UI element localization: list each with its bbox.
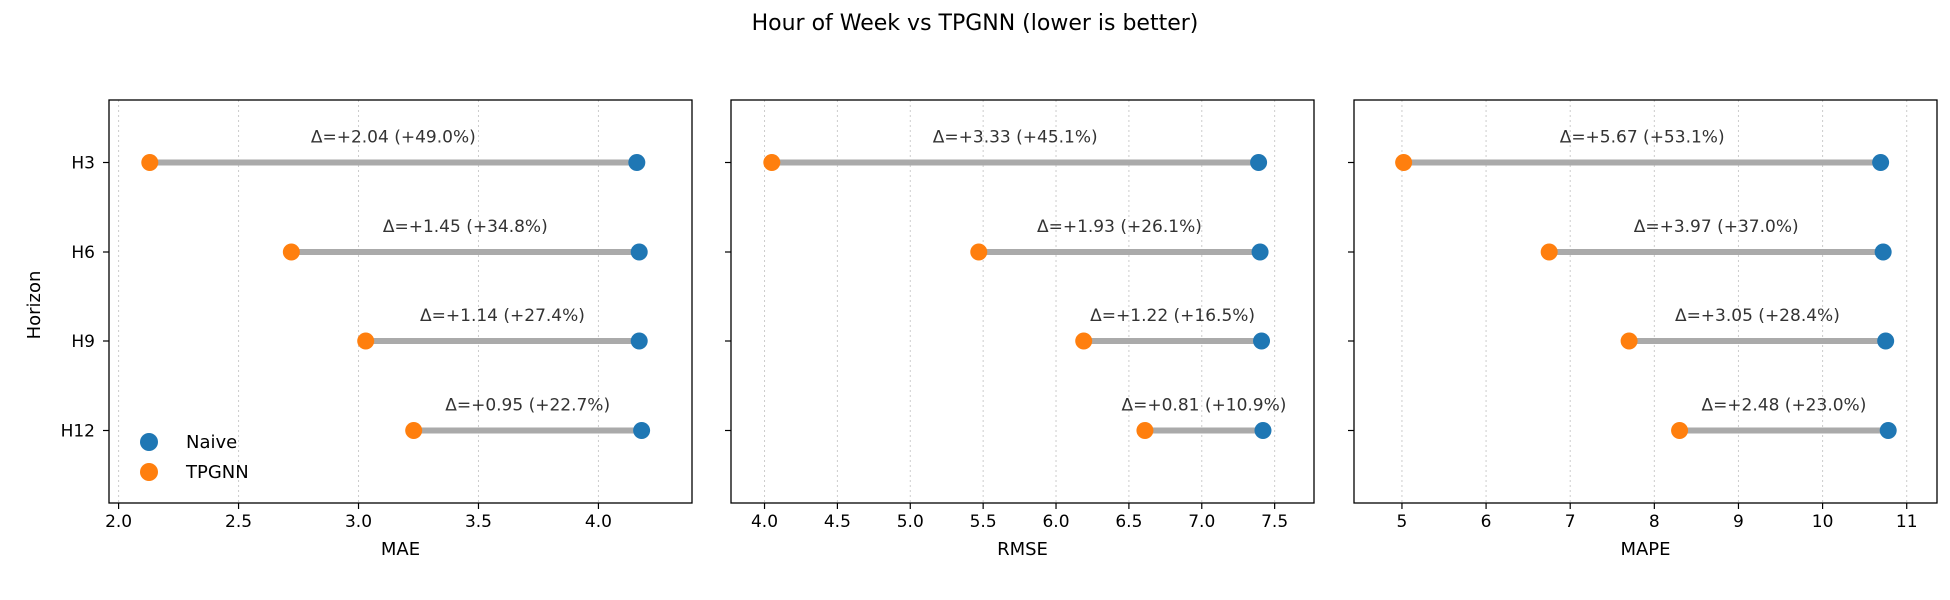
delta-label: Δ=+5.67 (+53.1%) [1560, 128, 1725, 148]
tpgnn-point [282, 243, 300, 261]
naive-point [630, 243, 648, 261]
naive-point [1251, 243, 1269, 261]
legend-tpgnn-label: TPGNN [185, 462, 249, 483]
x-tick-label: 4.0 [585, 512, 612, 532]
chart-title: Hour of Week vs TPGNN (lower is better) [752, 11, 1199, 36]
naive-point [628, 154, 646, 171]
x-tick-label: 4.5 [824, 512, 851, 532]
x-tick-label: 2.0 [105, 512, 132, 532]
delta-label: Δ=+1.45 (+34.8%) [383, 217, 548, 237]
tpgnn-point [141, 154, 159, 171]
legend: Naive TPGNN [140, 432, 249, 483]
delta-label: Δ=+2.04 (+49.0%) [311, 128, 476, 148]
x-axis-label: MAE [381, 539, 420, 560]
panel-mae: Δ=+2.04 (+49.0%) Δ=+1.45 (+34.8%) Δ=+1.14 … [61, 99, 693, 560]
naive-point [1879, 422, 1897, 439]
x-tick-label: 3.5 [465, 512, 492, 532]
naive-point [1254, 422, 1272, 439]
y-tick-label: H9 [71, 332, 95, 352]
tpgnn-point [763, 154, 781, 171]
delta-label: Δ=+1.22 (+16.5%) [1090, 306, 1255, 326]
x-tick-label: 5.5 [970, 512, 997, 532]
delta-label: Δ=+3.97 (+37.0%) [1634, 217, 1799, 237]
x-tick-label: 6.5 [1115, 512, 1142, 532]
tpgnn-point [970, 243, 988, 261]
delta-label: Δ=+3.33 (+45.1%) [933, 128, 1098, 148]
x-tick-label: 8 [1649, 512, 1660, 532]
delta-label: Δ=+1.14 (+27.4%) [420, 306, 585, 326]
delta-label: Δ=+1.93 (+26.1%) [1037, 217, 1202, 237]
x-tick-label: 2.5 [225, 512, 252, 532]
x-tick-label: 11 [1896, 512, 1918, 532]
x-axis-label: MAPE [1620, 539, 1670, 560]
y-tick-label: H6 [71, 243, 95, 263]
tpgnn-point [1620, 332, 1638, 350]
y-tick-label: H12 [61, 422, 95, 442]
y-tick-label: H3 [71, 154, 95, 174]
naive-point [1872, 154, 1890, 171]
naive-point [1877, 332, 1895, 350]
x-tick-label: 3.0 [345, 512, 372, 532]
tpgnn-point [405, 422, 423, 439]
legend-naive-label: Naive [186, 432, 237, 453]
naive-point [630, 332, 648, 350]
delta-label: Δ=+3.05 (+28.4%) [1675, 306, 1840, 326]
x-tick-label: 7.0 [1188, 512, 1215, 532]
naive-point [1250, 154, 1268, 171]
plot-frame [1353, 99, 1938, 504]
x-tick-label: 10 [1812, 512, 1834, 532]
legend-tpgnn-marker [140, 463, 158, 481]
tpgnn-point [1075, 332, 1093, 350]
x-axis-label: RMSE [997, 539, 1048, 560]
delta-label: Δ=+0.95 (+22.7%) [445, 396, 610, 416]
x-tick-label: 5 [1397, 512, 1408, 532]
x-tick-label: 4.0 [751, 512, 778, 532]
tpgnn-point [357, 332, 375, 350]
delta-label: Δ=+2.48 (+23.0%) [1701, 396, 1866, 416]
plot-frame [108, 99, 693, 504]
x-tick-label: 7 [1565, 512, 1576, 532]
x-tick-label: 7.5 [1261, 512, 1288, 532]
naive-point [1253, 332, 1271, 350]
x-tick-label: 9 [1733, 512, 1744, 532]
delta-label: Δ=+0.81 (+10.9%) [1122, 396, 1287, 416]
x-tick-label: 6 [1481, 512, 1492, 532]
x-tick-label: 6.0 [1042, 512, 1069, 532]
y-axis-label: Horizon [24, 271, 45, 340]
chart-panels: Δ=+2.04 (+49.0%) Δ=+1.45 (+34.8%) Δ=+1.14 … [61, 99, 1938, 560]
naive-point [633, 422, 651, 439]
plot-frame [730, 99, 1315, 504]
panel-mape: Δ=+5.67 (+53.1%) Δ=+3.97 (+37.0%) Δ=+3.05 … [1348, 99, 1938, 560]
legend-naive-marker [140, 433, 158, 451]
panel-rmse: Δ=+3.33 (+45.1%) Δ=+1.93 (+26.1%) Δ=+1.22 … [725, 99, 1315, 560]
naive-point [1874, 243, 1892, 261]
x-tick-label: 5.0 [897, 512, 924, 532]
tpgnn-point [1671, 422, 1689, 439]
tpgnn-point [1540, 243, 1558, 261]
tpgnn-point [1395, 154, 1413, 171]
tpgnn-point [1136, 422, 1154, 439]
